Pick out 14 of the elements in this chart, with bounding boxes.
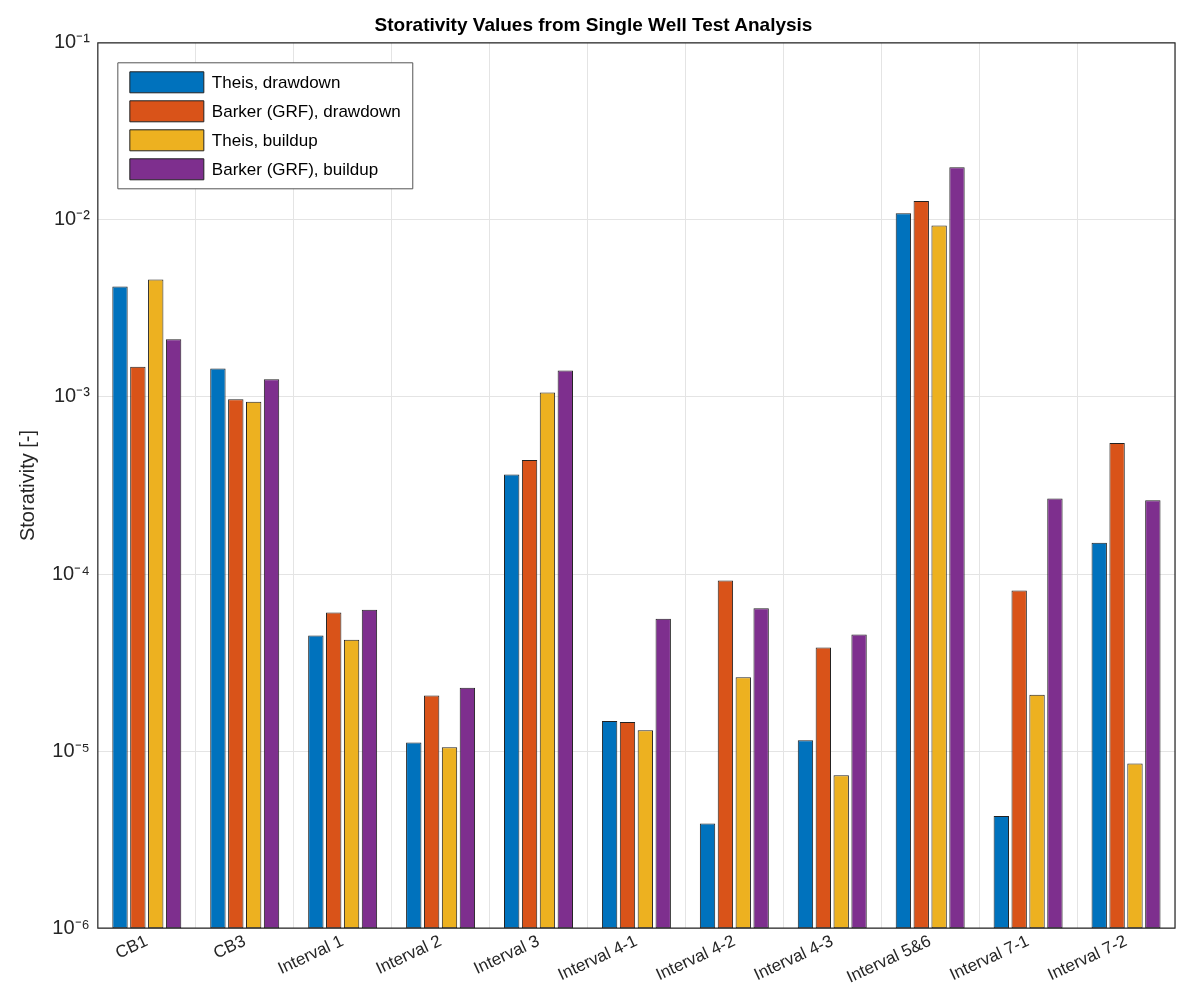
y-tick-label: 10⁻⁶ <box>52 915 90 938</box>
legend-label: Theis, drawdown <box>211 72 341 92</box>
y-tick-label: 10⁻⁵ <box>52 738 90 761</box>
legend-label: Barker (GRF), drawdown <box>211 101 401 121</box>
legend-label: Barker (GRF), buildup <box>211 159 379 179</box>
y-tick-label: 10⁻³ <box>53 384 91 407</box>
legend-label: Theis, buildup <box>211 130 318 150</box>
x-tick-label: CB3 <box>210 931 249 963</box>
y-tick-label: 10⁻⁴ <box>52 561 90 584</box>
y-tick-label: 10⁻² <box>53 207 91 230</box>
y-tick-label: 10⁻¹ <box>53 30 91 53</box>
x-tick-label: CB1 <box>112 931 151 963</box>
y-axis-title: Storativity [-] <box>15 429 38 542</box>
chart-title: Storativity Values from Single Well Test Analysis <box>374 13 813 35</box>
